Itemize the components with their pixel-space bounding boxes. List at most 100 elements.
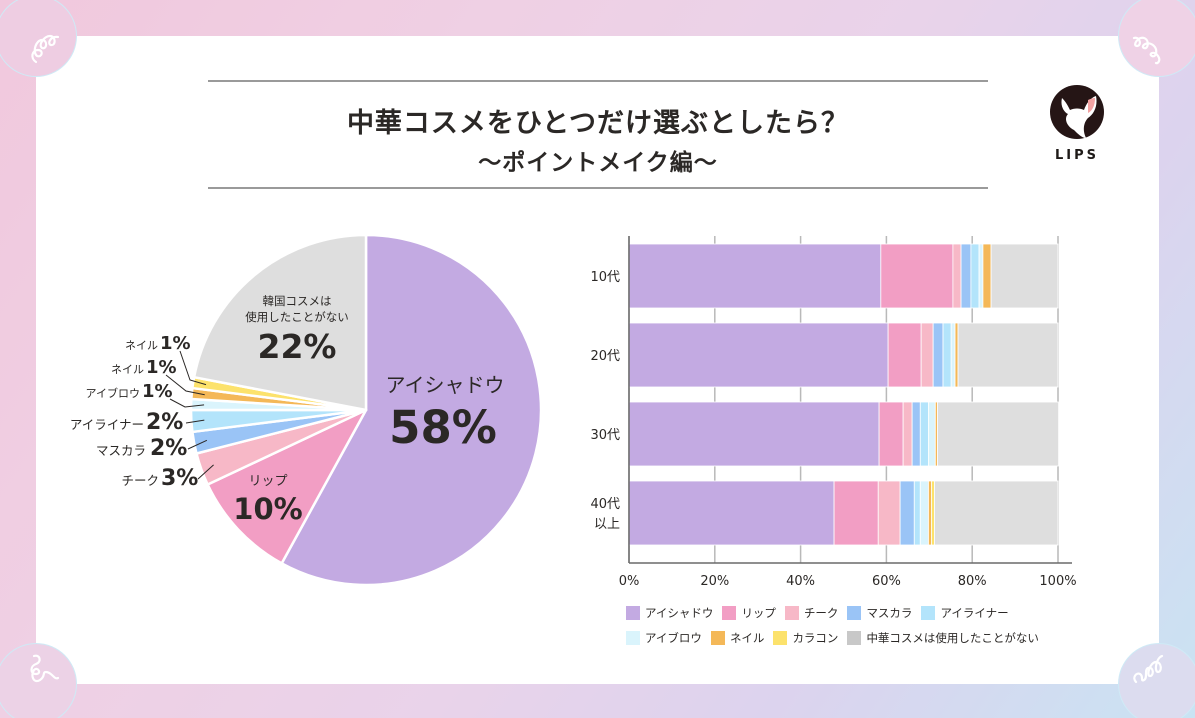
legend-item-eyebrow: アイブロウ [626, 630, 702, 646]
bar-segment-eyeshadow [628, 322, 889, 388]
category-label: 40代 [590, 497, 620, 512]
pie-label-eyeshadow: アイシャドウ [386, 373, 505, 397]
bar-segment-eyeshadow [628, 401, 880, 467]
bar-segment-nail [982, 243, 992, 309]
bar-segment-eyeliner [942, 322, 952, 388]
legend-swatch [773, 630, 788, 645]
brand-name: LIPS [1054, 148, 1099, 163]
bar-row [628, 243, 1059, 309]
fawn-logo-icon [1050, 85, 1104, 139]
header-divider-top [208, 80, 988, 82]
bar-segment-mascara [911, 401, 921, 467]
pie-label-none-line1: 韓国コスメは [263, 294, 332, 308]
pie-label-none-line2: 使用したことがない [245, 310, 349, 324]
bar-segment-lip [880, 243, 954, 309]
legend-swatch [722, 605, 737, 620]
legend-item-cheek: チーク [784, 605, 839, 621]
bar-segment-cheek [920, 322, 934, 388]
pie-value-cheek: 3% [161, 466, 198, 491]
bar-segment-eyebrow [950, 322, 956, 388]
legend-swatch [626, 630, 640, 645]
bar-segment-none [990, 243, 1059, 309]
x-tick-label: 100% [1039, 574, 1076, 589]
legend-item-lip: リップ [722, 605, 776, 621]
swirl-ornament-icon [31, 34, 60, 64]
bar-row [628, 322, 1059, 388]
pie-slice-eyeshadow [280, 233, 543, 587]
bar-segment-eyeshadow [628, 243, 882, 309]
bar-segment-mascara [899, 480, 915, 546]
pie-value-eyeshadow: 58% [389, 401, 497, 454]
swirl-ornament-icon [1133, 654, 1164, 684]
bar-segment-lip [887, 322, 922, 388]
page-title: 中華コスメをひとつだけ選ぶとしたら？ [346, 108, 850, 139]
pie-leader-line-nail [165, 374, 205, 396]
legend-swatch [847, 605, 862, 620]
corner-cutout [0, 0, 76, 76]
swirl-ornament-icon [1132, 36, 1161, 65]
bar-segment-lip [878, 401, 904, 467]
bar-segment-none [934, 480, 1059, 546]
bar-row [628, 480, 1059, 546]
pie-chart: アイシャドウ 58% リップ 10% 韓国コスメは 使用したことがない 22% … [70, 233, 543, 587]
legend-swatch [847, 630, 862, 645]
bar-segment-cheek [902, 401, 913, 467]
pie-value-lip: 10% [233, 492, 302, 526]
pie-label-eyeliner: アイライナー [70, 417, 144, 432]
pie-value-mascara: 2% [150, 436, 187, 461]
legend-item-eyeliner: アイライナー [921, 605, 1009, 621]
pie-label-nail: ネイル [111, 363, 144, 376]
bar-segment-cheek [952, 243, 962, 309]
legend-label: チーク [803, 605, 839, 620]
pie-leader-line-eyeliner [185, 419, 205, 424]
category-label: 30代 [590, 428, 620, 443]
pie-value-none: 22% [258, 327, 337, 366]
header-divider-bottom [208, 187, 988, 189]
bar-row [628, 401, 1059, 467]
pie-leader-line-cheek [197, 464, 214, 480]
legend-swatch [626, 605, 640, 620]
legend-label: アイシャドウ [645, 605, 714, 620]
legend-label: アイライナー [940, 605, 1009, 620]
pie-value-eyebrow: 1% [142, 381, 173, 402]
bar-segment-cheek [877, 480, 901, 546]
pie-slice-lip [206, 408, 368, 565]
bar-segment-mascara [932, 322, 944, 388]
legend-label: 中華コスメは使用したことがない [866, 630, 1039, 645]
bar-segment-eyebrow [978, 243, 984, 309]
pie-label-mascara: マスカラ [96, 443, 146, 458]
brand-logo: LIPS [1048, 84, 1106, 163]
legend-label: アイブロウ [645, 630, 702, 645]
category-label: 20代 [590, 349, 620, 364]
bar-chart-legend: アイシャドウ リップ チーク マスカラ アイライナー アイブロウ ネイル カラコン 中華コスメ… [626, 600, 1086, 650]
pie-leader-line-mascara [187, 439, 208, 450]
x-tick-label: 60% [872, 574, 901, 589]
bar-segment-colorcon [931, 480, 935, 546]
bar-segment-nail [928, 480, 932, 546]
legend-item-none: 中華コスメは使用したことがない [847, 630, 1039, 646]
bar-segment-nail [954, 322, 959, 388]
pie-slice-none [192, 233, 368, 412]
pie-label-eyebrow: アイブロウ [86, 386, 140, 400]
corner-cutout [1119, 644, 1195, 718]
category-label: 以上 [594, 517, 620, 532]
x-tick-label: 40% [786, 574, 815, 589]
pie-value-nail: 1% [146, 357, 177, 378]
pie-label-colorcon: ネイル [125, 339, 158, 352]
swirl-ornament-icon [30, 654, 60, 683]
pie-leader-line-colorcon [179, 350, 207, 386]
legend-item-mascara: マスカラ [847, 605, 912, 621]
legend-swatch [921, 605, 936, 620]
bar-segment-eyebrow [928, 401, 936, 467]
legend-item-colorcon: カラコン [773, 630, 838, 646]
bar-segment-eyebrow [919, 480, 929, 546]
legend-label: カラコン [792, 630, 839, 645]
bar-segment-none [957, 322, 1059, 388]
legend-item-eyeshadow: アイシャドウ [626, 605, 713, 621]
pie-value-colorcon: 1% [160, 333, 191, 354]
x-tick-label: 20% [700, 574, 729, 589]
bar-segment-eyeshadow [628, 480, 835, 546]
x-tick-label: 0% [619, 574, 640, 589]
legend-item-nail: ネイル [710, 630, 764, 646]
